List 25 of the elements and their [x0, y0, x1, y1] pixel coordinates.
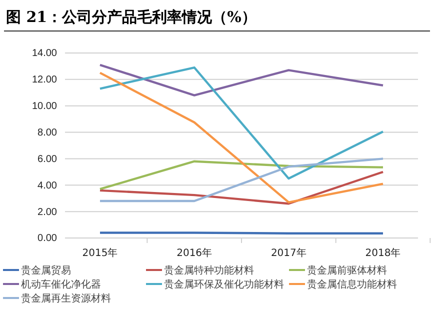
chart-title: 图 21：公司分产品毛利率情况（%）: [6, 8, 256, 26]
y-tick-label: 14.00: [32, 48, 58, 60]
line-series: [98, 170, 384, 205]
line-series: [98, 66, 384, 180]
line-series: [98, 160, 384, 190]
legend-label: 机动车催化净化器: [21, 278, 101, 290]
y-tick-label: 4.00: [38, 180, 58, 192]
legend-label: 贵金属信息功能材料: [307, 278, 397, 290]
x-tick-label: 2016年: [176, 247, 212, 259]
legend-label: 贵金属环保及催化功能材料: [164, 278, 284, 290]
y-tick-label: 0.00: [38, 233, 58, 244]
legend-label: 贵金属再生资源材料: [21, 292, 111, 304]
line-series: [98, 64, 384, 96]
y-tick-label: 12.00: [32, 74, 58, 86]
x-tick-label: 2015年: [82, 247, 118, 259]
y-tick-label: 2.00: [38, 206, 58, 218]
legend-label: 贵金属前驱体材料: [307, 264, 387, 276]
x-tick-label: 2018年: [365, 247, 401, 259]
x-tick-label: 2017年: [270, 247, 306, 259]
y-tick-label: 6.00: [38, 154, 58, 165]
legend-label: 贵金属贸易: [21, 264, 71, 276]
line-series: [98, 72, 384, 204]
y-tick-label: 8.00: [38, 127, 58, 138]
legend-label: 贵金属特种功能材料: [164, 264, 254, 276]
y-tick-label: 10.00: [32, 101, 58, 112]
